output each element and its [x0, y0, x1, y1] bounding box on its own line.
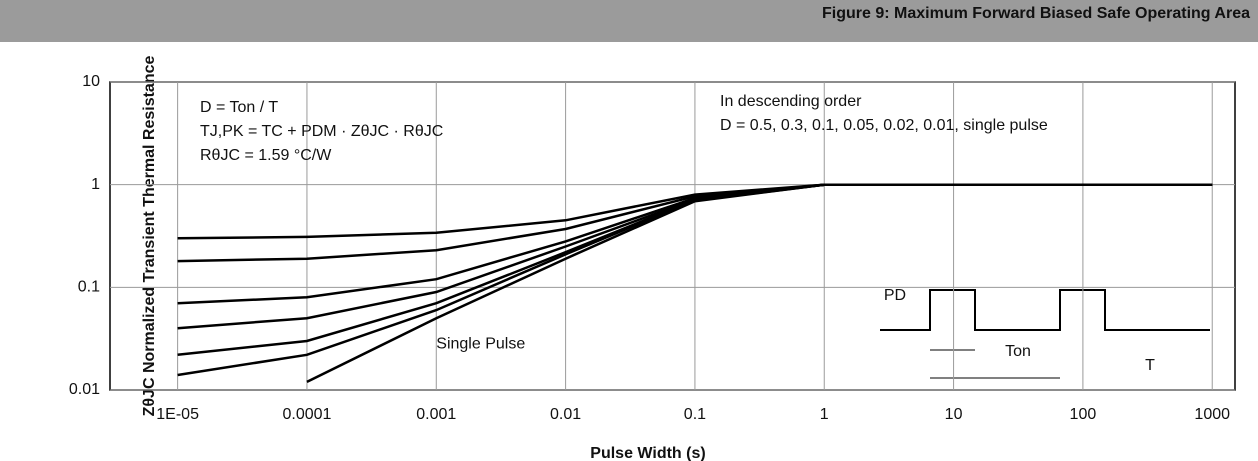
x-axis-label: Pulse Width (s): [590, 445, 705, 461]
x-tick-label: 0.001: [416, 406, 456, 423]
x-tick-label: 0.01: [550, 406, 581, 423]
x-tick-label: 100: [1070, 406, 1097, 423]
x-tick-label: 1E-05: [156, 406, 199, 423]
y-tick-label: 0.01: [69, 381, 100, 398]
x-tick-label: 0.1: [684, 406, 706, 423]
x-tick-label: 1000: [1194, 406, 1230, 423]
header-title: Figure 9: Maximum Forward Biased Safe Op…: [822, 5, 1250, 22]
x-tick-label: 10: [945, 406, 963, 423]
x-tick-label: 1: [820, 406, 829, 423]
y-tick-label: 10: [82, 73, 100, 90]
series-line: [306, 183, 1213, 384]
annotation: TJ,PK = TC + PDM · ZθJC · RθJC: [200, 123, 443, 140]
y-tick-label: 0.1: [78, 279, 100, 296]
annotation: PD: [884, 287, 906, 304]
annotation: D = 0.5, 0.3, 0.1, 0.05, 0.02, 0.01, sin…: [720, 117, 1048, 134]
y-tick-label: 1: [91, 176, 100, 193]
annotation: RθJC = 1.59 °C/W: [200, 147, 332, 164]
pulse-wave: [880, 289, 1210, 331]
series-label: Single Pulse: [436, 335, 525, 352]
annotation: In descending order: [720, 93, 862, 110]
annotation: Ton: [1005, 343, 1031, 360]
pulse-diagram: [880, 289, 1210, 379]
annotation: D = Ton / T: [200, 99, 278, 116]
annotation: T: [1145, 357, 1155, 374]
header-band: [0, 0, 1258, 42]
y-axis-label: ZθJC Normalized Transient Thermal Resist…: [141, 56, 158, 417]
x-tick-label: 0.0001: [282, 406, 331, 423]
